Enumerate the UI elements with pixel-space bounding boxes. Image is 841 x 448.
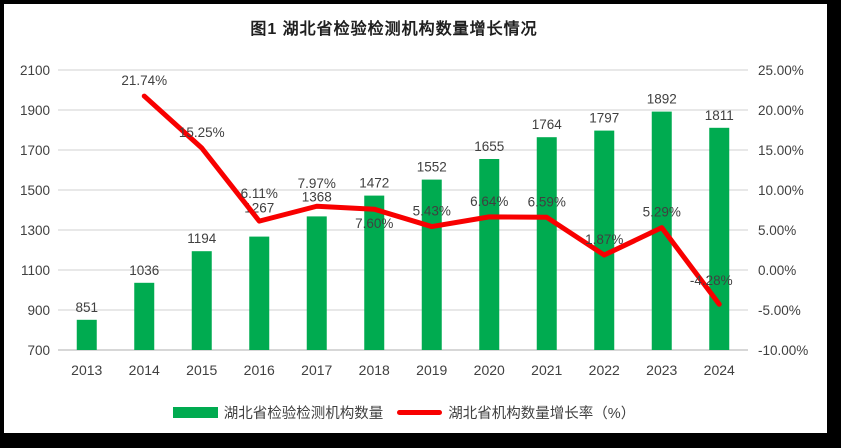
bar-2018 <box>364 195 385 350</box>
line-value-label: 6.64% <box>470 194 508 209</box>
bar-2014 <box>134 282 155 350</box>
chart-title: 图1 湖北省检验检测机构数量增长情况 <box>250 21 538 38</box>
x-axis-label: 2019 <box>416 362 447 378</box>
legend-line-swatch-icon <box>397 410 443 415</box>
bar-2022 <box>594 130 615 350</box>
bar-2021 <box>536 137 557 350</box>
right-axis-tick: 15.00% <box>758 143 804 158</box>
bar-value-label: 851 <box>75 300 98 315</box>
x-axis-label: 2017 <box>301 362 332 378</box>
x-axis-label: 2014 <box>129 362 160 378</box>
line-value-label: 21.74% <box>121 73 167 88</box>
x-axis-label: 2018 <box>359 362 390 378</box>
right-axis-tick: 5.00% <box>758 223 796 238</box>
bar-value-label: 1892 <box>647 92 677 107</box>
x-axis-label: 2016 <box>244 362 275 378</box>
x-axis-label: 2023 <box>646 362 677 378</box>
bar-value-label: 1194 <box>187 231 217 246</box>
legend-bar-swatch-icon <box>172 407 218 418</box>
x-axis-label: 2024 <box>704 362 735 378</box>
right-axis-tick: -5.00% <box>758 303 801 318</box>
line-value-label: 7.97% <box>298 176 336 191</box>
left-axis-tick: 1500 <box>20 183 50 198</box>
line-value-label: 5.43% <box>413 204 451 219</box>
left-axis-tick: 1900 <box>20 103 50 118</box>
bar-2013 <box>76 319 97 350</box>
line-value-label: 6.11% <box>241 186 278 201</box>
line-value-label: 1.87% <box>585 232 623 247</box>
right-axis-tick: 0.00% <box>758 263 796 278</box>
legend-line-label: 湖北省机构数量增长率（%） <box>448 406 636 422</box>
bar-2019 <box>421 179 442 350</box>
chart-canvas: 图1 湖北省检验检测机构数量增长情况 2100 25.00% 1900 20.00% 1… <box>4 4 827 433</box>
bar-2017 <box>306 216 327 350</box>
x-axis-label: 2022 <box>589 362 620 378</box>
left-axis-tick: 900 <box>27 303 50 318</box>
left-axis-tick: 1700 <box>20 143 50 158</box>
bar-2015 <box>191 251 212 350</box>
bar-value-label: 1764 <box>532 117 563 132</box>
right-axis-tick: 20.00% <box>758 103 804 118</box>
bar-value-label: 1552 <box>417 160 447 175</box>
right-axis-tick: -10.00% <box>758 343 808 358</box>
line-value-label: 7.60% <box>355 216 393 231</box>
left-axis-tick: 700 <box>27 343 50 358</box>
bar-value-label: 1036 <box>129 263 159 278</box>
bar-value-label: 1472 <box>359 176 389 191</box>
line-value-label: -4.28% <box>690 273 733 288</box>
x-axis-label: 2015 <box>186 362 217 378</box>
bar-value-label: 1797 <box>589 111 619 126</box>
line-value-label: 15.25% <box>179 125 225 140</box>
left-axis-tick: 2100 <box>20 63 50 78</box>
bar-2024 <box>709 127 730 350</box>
bar-value-label: 1655 <box>474 139 504 154</box>
legend-bar-label: 湖北省检验检测机构数量 <box>223 406 384 422</box>
x-axis-label: 2021 <box>531 362 562 378</box>
line-value-label: 6.59% <box>528 194 566 209</box>
x-axis-label: 2020 <box>474 362 505 378</box>
plot-area: 2100 25.00% 1900 20.00% 1700 15.00% 1500 10.00%… <box>20 63 808 378</box>
bar-2020 <box>479 159 500 350</box>
right-axis-tick: 10.00% <box>758 183 804 198</box>
x-axis-label: 2013 <box>71 362 102 378</box>
left-axis-tick: 1300 <box>20 223 50 238</box>
bar-value-label: 1811 <box>705 108 734 123</box>
line-value-label: 5.29% <box>643 205 681 220</box>
right-axis-tick: 25.00% <box>758 63 804 78</box>
bar-2016 <box>249 236 270 350</box>
bar-value-label: 1368 <box>302 189 332 204</box>
left-axis-tick: 1100 <box>21 263 50 278</box>
growth-rate-line <box>141 93 722 307</box>
legend: 湖北省检验检测机构数量 湖北省机构数量增长率（%） <box>4 402 804 423</box>
